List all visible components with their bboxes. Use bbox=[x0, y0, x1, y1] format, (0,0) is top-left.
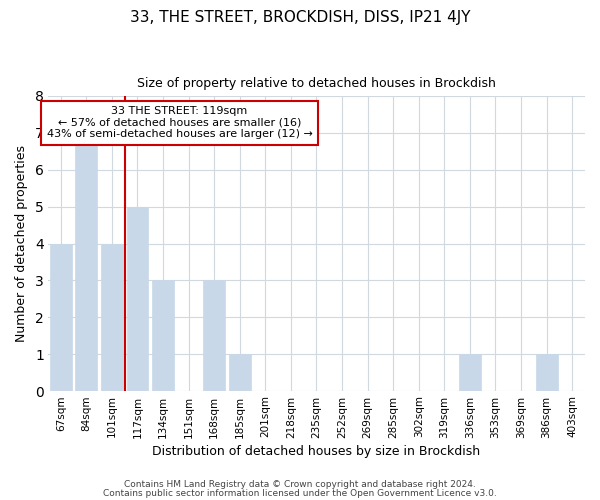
Bar bbox=[536, 354, 557, 392]
Bar bbox=[101, 244, 123, 392]
Bar bbox=[203, 280, 225, 392]
Bar bbox=[152, 280, 174, 392]
Bar bbox=[229, 354, 251, 392]
Title: Size of property relative to detached houses in Brockdish: Size of property relative to detached ho… bbox=[137, 78, 496, 90]
Text: Contains public sector information licensed under the Open Government Licence v3: Contains public sector information licen… bbox=[103, 488, 497, 498]
Bar bbox=[459, 354, 481, 392]
X-axis label: Distribution of detached houses by size in Brockdish: Distribution of detached houses by size … bbox=[152, 444, 481, 458]
Bar bbox=[76, 133, 97, 392]
Text: 33, THE STREET, BROCKDISH, DISS, IP21 4JY: 33, THE STREET, BROCKDISH, DISS, IP21 4J… bbox=[130, 10, 470, 25]
Bar bbox=[127, 206, 148, 392]
Y-axis label: Number of detached properties: Number of detached properties bbox=[15, 145, 28, 342]
Bar bbox=[50, 244, 71, 392]
Text: Contains HM Land Registry data © Crown copyright and database right 2024.: Contains HM Land Registry data © Crown c… bbox=[124, 480, 476, 489]
Text: 33 THE STREET: 119sqm
← 57% of detached houses are smaller (16)
43% of semi-deta: 33 THE STREET: 119sqm ← 57% of detached … bbox=[47, 106, 313, 140]
